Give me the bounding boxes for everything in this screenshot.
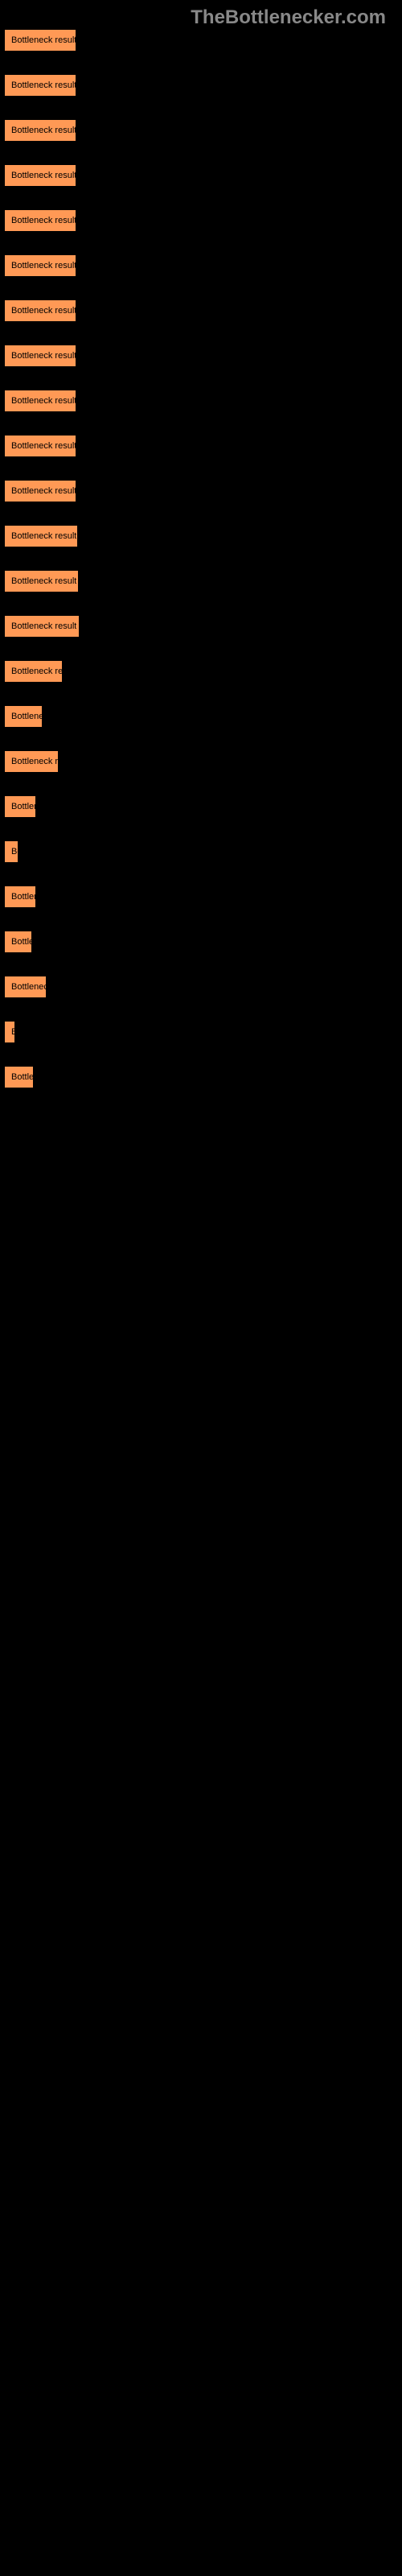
bar: Bottleneck re xyxy=(4,660,63,683)
bar: Bottle xyxy=(4,1066,34,1088)
chart-row: Bottleneck result xyxy=(4,345,398,367)
bar-label: Bottleneck r xyxy=(11,757,58,766)
bar: Bottleneck result xyxy=(4,119,76,142)
bar: Bottleneck result xyxy=(4,299,76,322)
bar-label: Bottlen xyxy=(11,802,37,811)
chart-row: Bottleneck result xyxy=(4,209,398,232)
bar-label: Bottleneck result xyxy=(11,621,76,631)
bar-label: Bottleneck re xyxy=(11,667,63,676)
bar-label: Bottleneck result xyxy=(11,531,76,541)
bar-label: Bottleneck result xyxy=(11,126,76,135)
bar: Bo xyxy=(4,840,18,863)
chart-row: Bottle xyxy=(4,931,398,953)
bar: Bottleneck result xyxy=(4,29,76,52)
bar: Bottlenec xyxy=(4,976,47,998)
bar-label: Bottleneck result xyxy=(11,35,76,45)
chart-row: Bottleneck result xyxy=(4,299,398,322)
chart-row: Bottleneck result xyxy=(4,435,398,457)
chart-row: Bottlen xyxy=(4,795,398,818)
chart-row: Bottleneck result xyxy=(4,254,398,277)
bar-label: Bottlene xyxy=(11,712,43,721)
chart-row: Bottleneck r xyxy=(4,750,398,773)
bar: Bottleneck result xyxy=(4,345,76,367)
bar-label: Bottleneck result xyxy=(11,171,76,180)
bar-label: Bo xyxy=(11,1027,16,1037)
bar: Bottleneck result xyxy=(4,480,76,502)
chart-row: Bottleneck result xyxy=(4,525,398,547)
bar-label: Bottleneck result xyxy=(11,306,76,316)
chart-row: Bottleneck result xyxy=(4,74,398,97)
chart-row: Bottleneck result xyxy=(4,29,398,52)
bar: Bottleneck result xyxy=(4,435,76,457)
chart-row: Bottleneck result xyxy=(4,615,398,638)
chart-row: Bottlene xyxy=(4,705,398,728)
chart-row: Bottleneck result xyxy=(4,480,398,502)
header-logo: TheBottlenecker.com xyxy=(0,0,402,29)
bar-label: Bottleneck result xyxy=(11,396,76,406)
bar: Bottleneck result xyxy=(4,209,76,232)
bar-label: Bottlen xyxy=(11,892,37,902)
bar: Bottleneck result xyxy=(4,254,76,277)
bar: Bottleneck result xyxy=(4,164,76,187)
bar: Bottlene xyxy=(4,705,43,728)
chart-row: Bottlen xyxy=(4,886,398,908)
chart-row: Bottleneck result xyxy=(4,164,398,187)
chart-row: Bottleneck result xyxy=(4,570,398,592)
bar-label: Bottlenec xyxy=(11,982,47,992)
bar-label: Bottle xyxy=(11,937,33,947)
chart-row: Bo xyxy=(4,840,398,863)
chart-row: Bottlenec xyxy=(4,976,398,998)
bar: Bo xyxy=(4,1021,15,1043)
bar: Bottle xyxy=(4,931,32,953)
bar-chart: Bottleneck result Bottleneck result Bottle… xyxy=(0,29,402,1088)
chart-row: Bottleneck re xyxy=(4,660,398,683)
bar: Bottleneck result xyxy=(4,570,79,592)
bar: Bottleneck result xyxy=(4,74,76,97)
chart-row: Bo xyxy=(4,1021,398,1043)
bar: Bottleneck result xyxy=(4,390,76,412)
bar-label: Bottleneck result xyxy=(11,261,76,270)
bar: Bottleneck result xyxy=(4,525,78,547)
chart-row: Bottle xyxy=(4,1066,398,1088)
bar-label: Bottleneck result xyxy=(11,441,76,451)
bar: Bottlen xyxy=(4,795,36,818)
bar: Bottleneck r xyxy=(4,750,59,773)
bar: Bottlen xyxy=(4,886,36,908)
bar-label: Bottleneck result xyxy=(11,216,76,225)
bar: Bottleneck result xyxy=(4,615,80,638)
bar-label: Bottleneck result xyxy=(11,80,76,90)
chart-row: Bottleneck result xyxy=(4,119,398,142)
chart-row: Bottleneck result xyxy=(4,390,398,412)
bar-label: Bottleneck result xyxy=(11,486,76,496)
bar-label: Bottleneck result xyxy=(11,576,76,586)
bar-label: Bo xyxy=(11,847,19,857)
bar-label: Bottle xyxy=(11,1072,34,1082)
bar-label: Bottleneck result xyxy=(11,351,76,361)
